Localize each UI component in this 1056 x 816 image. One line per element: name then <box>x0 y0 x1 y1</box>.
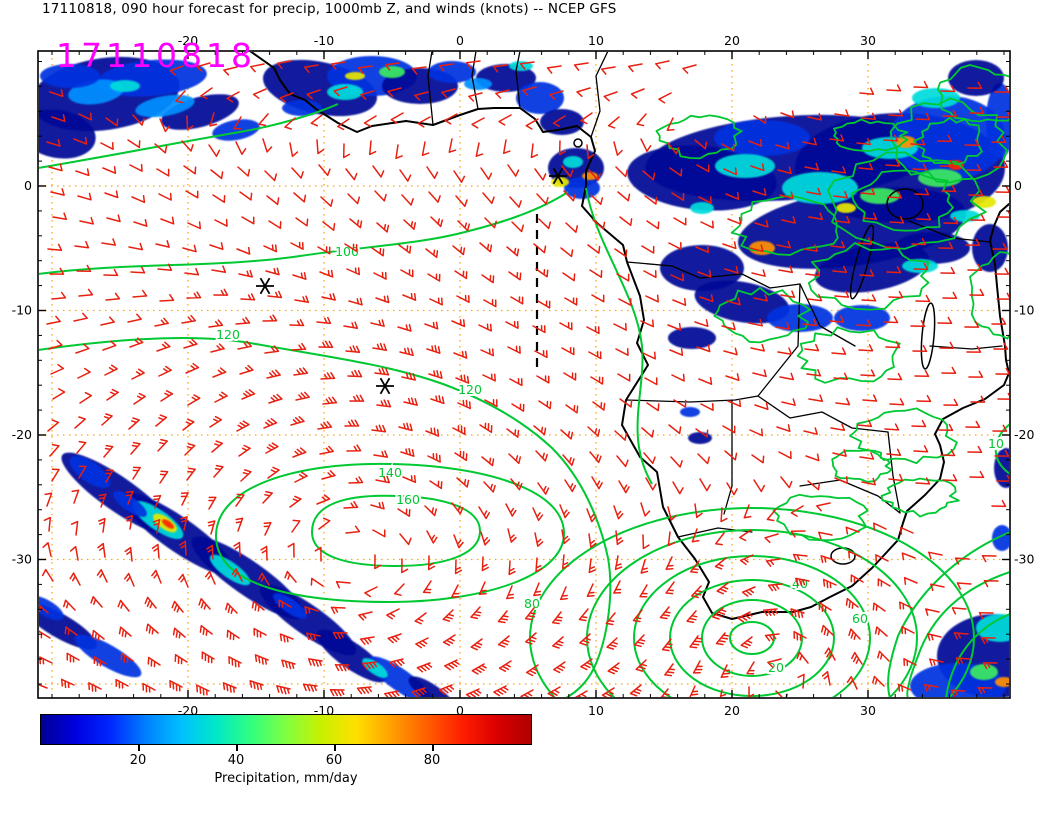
svg-text:10: 10 <box>588 33 604 48</box>
svg-text:80: 80 <box>524 596 540 611</box>
svg-text:-20: -20 <box>178 33 198 48</box>
init-time-stamp: 17110818 <box>56 36 256 75</box>
wind-barbs <box>39 60 1009 697</box>
svg-text:0: 0 <box>24 178 32 193</box>
colorbar-tick <box>432 745 434 751</box>
svg-text:-10: -10 <box>314 33 334 48</box>
svg-text:0: 0 <box>456 33 464 48</box>
svg-text:30: 30 <box>860 33 876 48</box>
colorbar-tick-label: 60 <box>325 753 343 768</box>
forecast-map: 1001201201401608060402010-20-20-10-10001… <box>12 33 1035 718</box>
svg-text:-20: -20 <box>1014 427 1034 442</box>
svg-text:10: 10 <box>588 703 604 718</box>
svg-text:120: 120 <box>458 382 482 397</box>
precip-layer <box>39 56 1009 697</box>
svg-text:160: 160 <box>396 492 420 507</box>
annotations <box>256 167 567 395</box>
svg-text:-10: -10 <box>12 303 32 318</box>
svg-text:100: 100 <box>335 244 359 259</box>
svg-text:60: 60 <box>852 611 868 626</box>
svg-text:-30: -30 <box>12 552 32 567</box>
colorbar-tick-label: 20 <box>129 753 147 768</box>
svg-text:-10: -10 <box>1014 303 1034 318</box>
page-title: 17110818, 090 hour forecast for precip, … <box>42 1 617 17</box>
svg-text:0: 0 <box>1014 178 1022 193</box>
colorbar-tick-label: 80 <box>423 753 441 768</box>
svg-text:20: 20 <box>768 660 784 675</box>
colorbar-gradient <box>40 714 532 745</box>
svg-text:10: 10 <box>988 436 1004 451</box>
svg-text:-30: -30 <box>1014 552 1034 567</box>
svg-text:20: 20 <box>724 703 740 718</box>
svg-text:-20: -20 <box>12 427 32 442</box>
colorbar-tick <box>138 745 140 751</box>
svg-text:30: 30 <box>860 703 876 718</box>
colorbar-tick <box>334 745 336 751</box>
colorbar-tick <box>236 745 238 751</box>
colorbar: 20 40 60 80 Precipitation, mm/day <box>40 714 532 786</box>
colorbar-tick-label: 40 <box>227 753 245 768</box>
svg-text:20: 20 <box>724 33 740 48</box>
colorbar-label: Precipitation, mm/day <box>214 771 358 786</box>
svg-text:140: 140 <box>378 465 402 480</box>
svg-text:0: 0 <box>456 703 464 718</box>
svg-text:120: 120 <box>216 327 240 342</box>
